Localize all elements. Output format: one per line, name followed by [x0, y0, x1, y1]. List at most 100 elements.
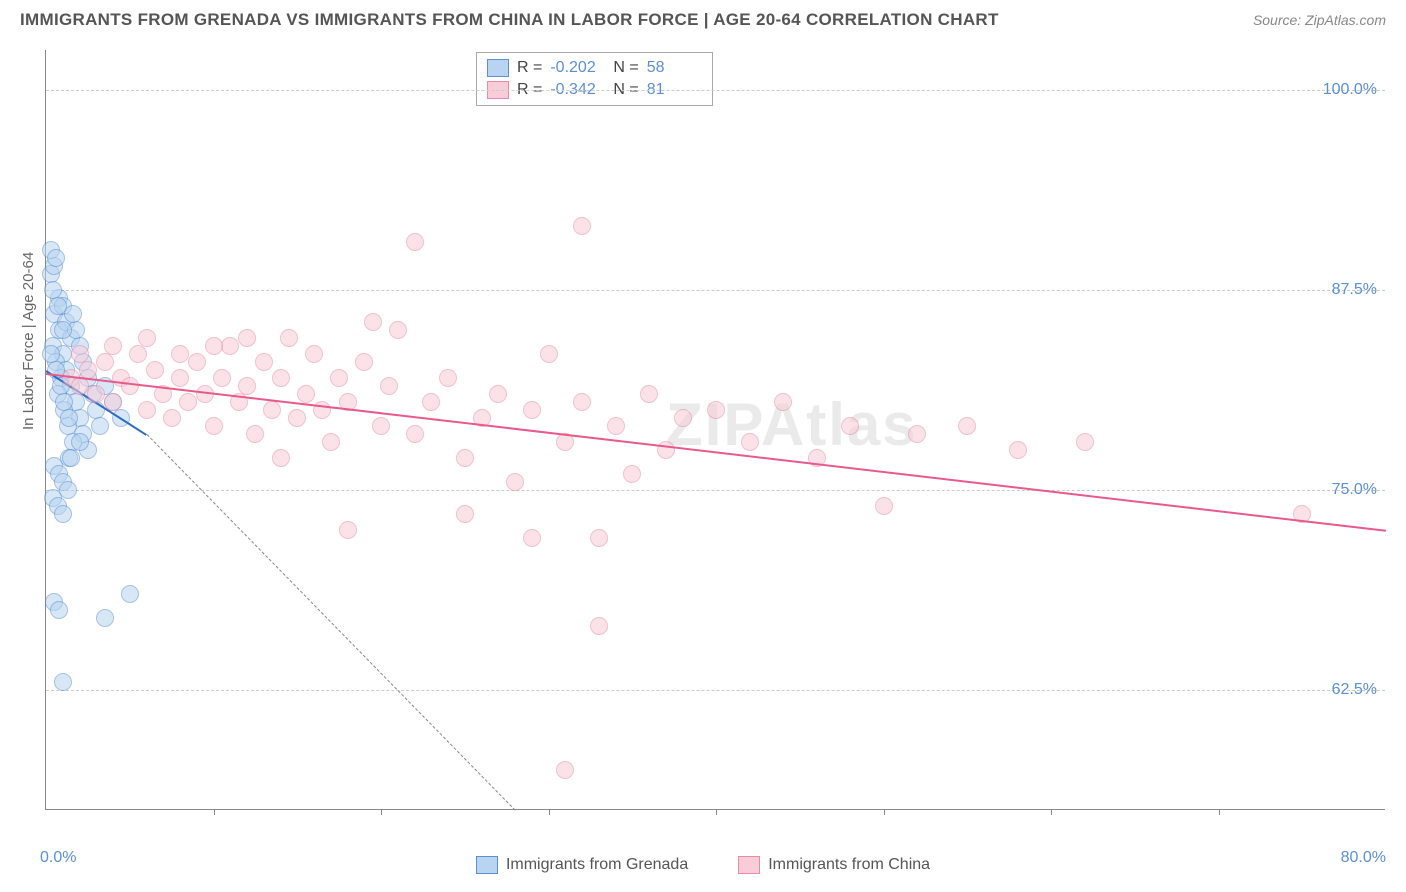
scatter-point	[372, 417, 390, 435]
y-tick-label: 75.0%	[1332, 481, 1377, 499]
scatter-point	[1076, 433, 1094, 451]
x-tick	[214, 809, 215, 815]
scatter-point	[163, 409, 181, 427]
scatter-point	[573, 393, 591, 411]
scatter-point	[146, 361, 164, 379]
scatter-point	[87, 385, 105, 403]
scatter-point	[272, 449, 290, 467]
scatter-point	[171, 345, 189, 363]
scatter-point	[456, 505, 474, 523]
scatter-point	[238, 377, 256, 395]
scatter-point	[674, 409, 692, 427]
scatter-point	[456, 449, 474, 467]
scatter-point	[774, 393, 792, 411]
scatter-point	[305, 345, 323, 363]
scatter-point	[49, 297, 67, 315]
scatter-point	[506, 473, 524, 491]
scatter-point	[380, 377, 398, 395]
scatter-point	[96, 353, 114, 371]
scatter-point	[958, 417, 976, 435]
stat-n-value: 58	[647, 59, 702, 77]
scatter-point	[96, 609, 114, 627]
scatter-point	[272, 369, 290, 387]
x-tick	[1051, 809, 1052, 815]
scatter-point	[556, 761, 574, 779]
source-attribution: Source: ZipAtlas.com	[1253, 12, 1386, 28]
scatter-point	[288, 409, 306, 427]
scatter-point	[573, 217, 591, 235]
scatter-point	[489, 385, 507, 403]
scatter-point	[205, 337, 223, 355]
scatter-point	[607, 417, 625, 435]
y-axis-label: In Labor Force | Age 20-64	[20, 252, 37, 430]
stat-r-value: -0.202	[550, 59, 605, 77]
scatter-point	[322, 433, 340, 451]
y-tick-label: 62.5%	[1332, 681, 1377, 699]
scatter-point	[355, 353, 373, 371]
scatter-point	[389, 321, 407, 339]
scatter-point	[339, 521, 357, 539]
x-tick	[381, 809, 382, 815]
stat-row: R = -0.202 N = 58	[487, 57, 702, 79]
scatter-point	[523, 401, 541, 419]
scatter-point	[71, 345, 89, 363]
scatter-point	[54, 673, 72, 691]
scatter-point	[406, 425, 424, 443]
legend-swatch	[476, 856, 498, 874]
scatter-point	[54, 321, 72, 339]
chart-title: IMMIGRANTS FROM GRENADA VS IMMIGRANTS FR…	[20, 10, 999, 30]
correlation-stats-box: R =-0.202N =58R =-0.342N =81	[476, 52, 713, 106]
scatter-point	[246, 425, 264, 443]
scatter-point	[875, 497, 893, 515]
gridline-horizontal	[46, 690, 1385, 691]
scatter-point	[422, 393, 440, 411]
scatter-point	[104, 393, 122, 411]
scatter-point	[213, 369, 231, 387]
scatter-point	[908, 425, 926, 443]
gridline-horizontal	[46, 490, 1385, 491]
scatter-point	[171, 369, 189, 387]
chart-plot-area: ZIPAtlas R =-0.202N =58R =-0.342N =81 62…	[45, 50, 1385, 810]
bottom-legend: Immigrants from Grenada Immigrants from C…	[0, 856, 1406, 874]
scatter-point	[523, 529, 541, 547]
x-tick	[549, 809, 550, 815]
scatter-point	[841, 417, 859, 435]
scatter-point	[590, 529, 608, 547]
scatter-point	[47, 249, 65, 267]
scatter-point	[91, 417, 109, 435]
scatter-point	[138, 329, 156, 347]
scatter-point	[104, 337, 122, 355]
scatter-point	[657, 441, 675, 459]
scatter-point	[60, 409, 78, 427]
scatter-point	[439, 369, 457, 387]
x-tick	[1219, 809, 1220, 815]
scatter-point	[54, 505, 72, 523]
scatter-point	[255, 353, 273, 371]
stat-r-label: R =	[517, 59, 542, 77]
x-tick	[884, 809, 885, 815]
legend-item: Immigrants from China	[738, 856, 930, 874]
scatter-point	[330, 369, 348, 387]
y-tick-label: 87.5%	[1332, 281, 1377, 299]
gridline-horizontal	[46, 90, 1385, 91]
scatter-point	[640, 385, 658, 403]
scatter-point	[121, 377, 139, 395]
y-tick-label: 100.0%	[1323, 81, 1377, 99]
scatter-point	[129, 345, 147, 363]
scatter-point	[179, 393, 197, 411]
legend-label: Immigrants from Grenada	[506, 856, 688, 874]
scatter-point	[741, 433, 759, 451]
legend-label: Immigrants from China	[768, 856, 930, 874]
scatter-point	[540, 345, 558, 363]
scatter-point	[188, 353, 206, 371]
legend-swatch	[487, 59, 509, 77]
scatter-point	[205, 417, 223, 435]
scatter-point	[263, 401, 281, 419]
scatter-point	[623, 465, 641, 483]
stat-n-label: N =	[613, 59, 638, 77]
legend-item: Immigrants from Grenada	[476, 856, 688, 874]
legend-swatch	[738, 856, 760, 874]
x-tick	[716, 809, 717, 815]
scatter-point	[50, 601, 68, 619]
trend-line	[46, 373, 1386, 532]
